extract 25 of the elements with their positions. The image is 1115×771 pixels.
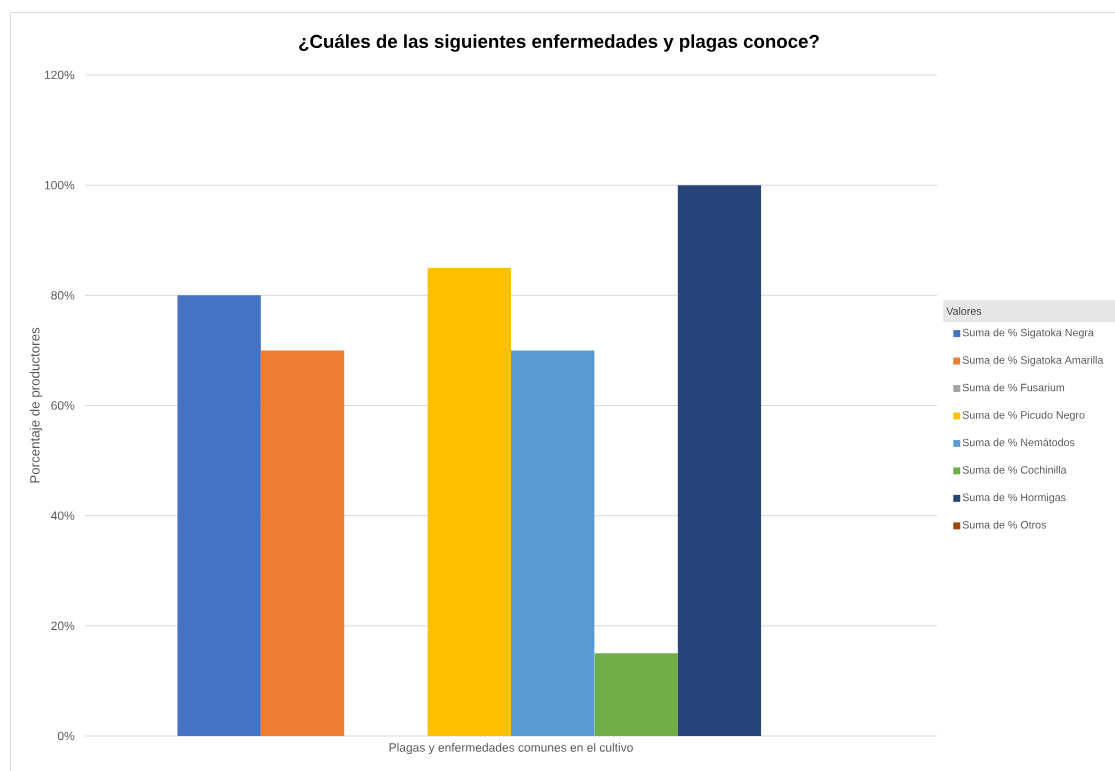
legend-label: Suma de % Otros xyxy=(962,520,1047,529)
y-tick-label: 20% xyxy=(51,621,75,631)
legend-label: Suma de % Hormigas xyxy=(962,493,1066,504)
legend-label: Suma de % Sigatoka Negra xyxy=(962,328,1094,339)
x-tick-label: Plagas y enfermedades comunes en el cultivo xyxy=(389,742,633,755)
bar xyxy=(260,350,345,736)
bar xyxy=(511,350,595,736)
y-tick-label: 80% xyxy=(51,291,75,300)
legend-label: Suma de % Nemátodos xyxy=(962,438,1075,447)
y-tick-label: 60% xyxy=(51,401,75,410)
bar xyxy=(177,295,261,736)
bar xyxy=(677,185,762,736)
legend-label: Suma de % Cochinilla xyxy=(962,465,1067,474)
legend-label: Suma de % Fusarium xyxy=(962,383,1065,392)
y-axis-title: Porcentaje de productores xyxy=(29,327,43,483)
legend-label: Suma de % Picudo Negro xyxy=(962,410,1085,421)
y-tick-label: 120% xyxy=(44,70,75,80)
legend-label: Suma de % Sigatoka Amarilla xyxy=(962,355,1104,366)
legend-title: Valores xyxy=(946,307,982,315)
y-tick-label: 40% xyxy=(51,511,75,520)
y-tick-label: 0% xyxy=(57,731,75,741)
bar xyxy=(427,267,512,736)
bar xyxy=(594,653,678,736)
y-tick-label: 100% xyxy=(44,180,75,190)
chart-title: ¿Cuáles de las siguientes enfermedades y plagas conoce? xyxy=(299,34,819,52)
